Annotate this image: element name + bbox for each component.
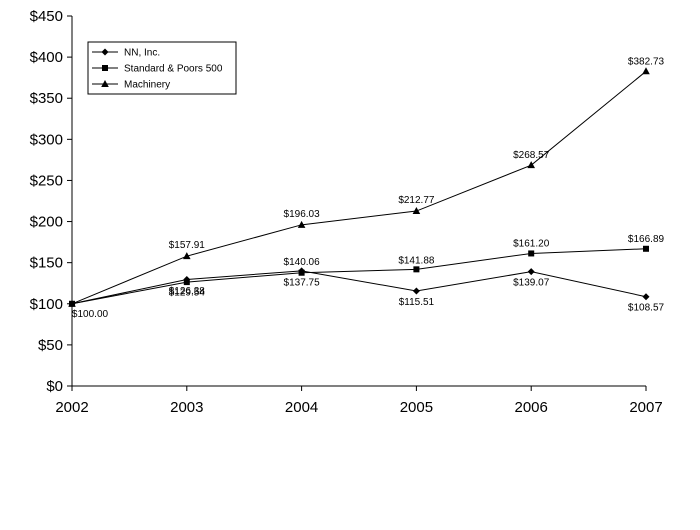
y-tick-label: $150 [30, 255, 63, 272]
data-label: $157.91 [169, 240, 206, 251]
data-label: $166.89 [628, 234, 665, 245]
data-point-triangle [527, 161, 535, 169]
data-point-square [413, 266, 420, 273]
x-tick-label: 2007 [629, 399, 662, 416]
data-label: $126.38 [169, 286, 206, 297]
y-tick-label: $450 [30, 8, 63, 25]
x-tick-label: 2003 [170, 399, 203, 416]
data-point-triangle [68, 299, 76, 307]
data-label: $140.06 [284, 257, 321, 268]
y-tick-label: $0 [46, 378, 63, 395]
x-tick-label: 2006 [515, 399, 548, 416]
series-line-square [71, 248, 647, 305]
y-tick-label: $350 [30, 90, 63, 107]
y-tick-label: $100 [30, 296, 63, 313]
x-tick-label: 2004 [285, 399, 318, 416]
data-label: $137.75 [284, 278, 321, 289]
axes: $0 $50 $100 $150 $200 $250 $300 $350 $400 $450 200… [30, 8, 663, 416]
y-tick-label: $300 [30, 131, 63, 148]
y-tick-label: $200 [30, 214, 63, 231]
data-point-triangle [642, 67, 650, 75]
series-lines [68, 67, 650, 308]
data-point-triangle [412, 207, 421, 215]
data-label: $196.03 [284, 209, 321, 220]
data-point-diamond [642, 293, 650, 301]
legend-label: Standard & Poors 500 [124, 64, 223, 75]
x-tick-label: 2002 [55, 399, 88, 416]
data-point-square [528, 250, 535, 257]
data-point-square [183, 279, 190, 286]
data-label: $139.07 [513, 278, 550, 289]
y-tick-label: $250 [30, 172, 63, 189]
data-label: $382.73 [628, 56, 665, 67]
data-point-square [298, 269, 305, 276]
data-label: $161.20 [513, 238, 550, 249]
data-label: $100.00 [72, 309, 109, 320]
y-tick-label: $50 [38, 337, 63, 354]
legend-marker-square [102, 65, 108, 71]
y-tick-label: $400 [30, 49, 63, 66]
legend-label: Machinery [124, 80, 170, 91]
data-label: $141.88 [398, 255, 435, 266]
series-line-diamond [71, 270, 647, 305]
data-point-triangle [297, 220, 306, 228]
data-label: $129.54 [169, 287, 206, 298]
data-label: $268.57 [513, 150, 550, 161]
legend-label: NN, Inc. [124, 48, 160, 59]
data-label: $115.51 [399, 297, 435, 308]
data-point-square [643, 245, 649, 252]
data-point-triangle [183, 252, 191, 260]
data-point-diamond [527, 268, 535, 276]
legend: NN, Inc. Standard & Poors 500 Machinery [87, 41, 237, 95]
data-point-diamond [412, 287, 420, 295]
data-labels: $100.00 $129.54 $140.06 $115.51 $139.07 $108.… [72, 56, 665, 319]
data-label: $212.77 [398, 195, 435, 206]
legend-marker-diamond [101, 48, 109, 56]
legend-marker-triangle [101, 80, 109, 87]
x-tick-label: 2005 [400, 399, 433, 416]
data-label: $108.57 [628, 303, 665, 314]
series-line-triangle [71, 70, 647, 305]
